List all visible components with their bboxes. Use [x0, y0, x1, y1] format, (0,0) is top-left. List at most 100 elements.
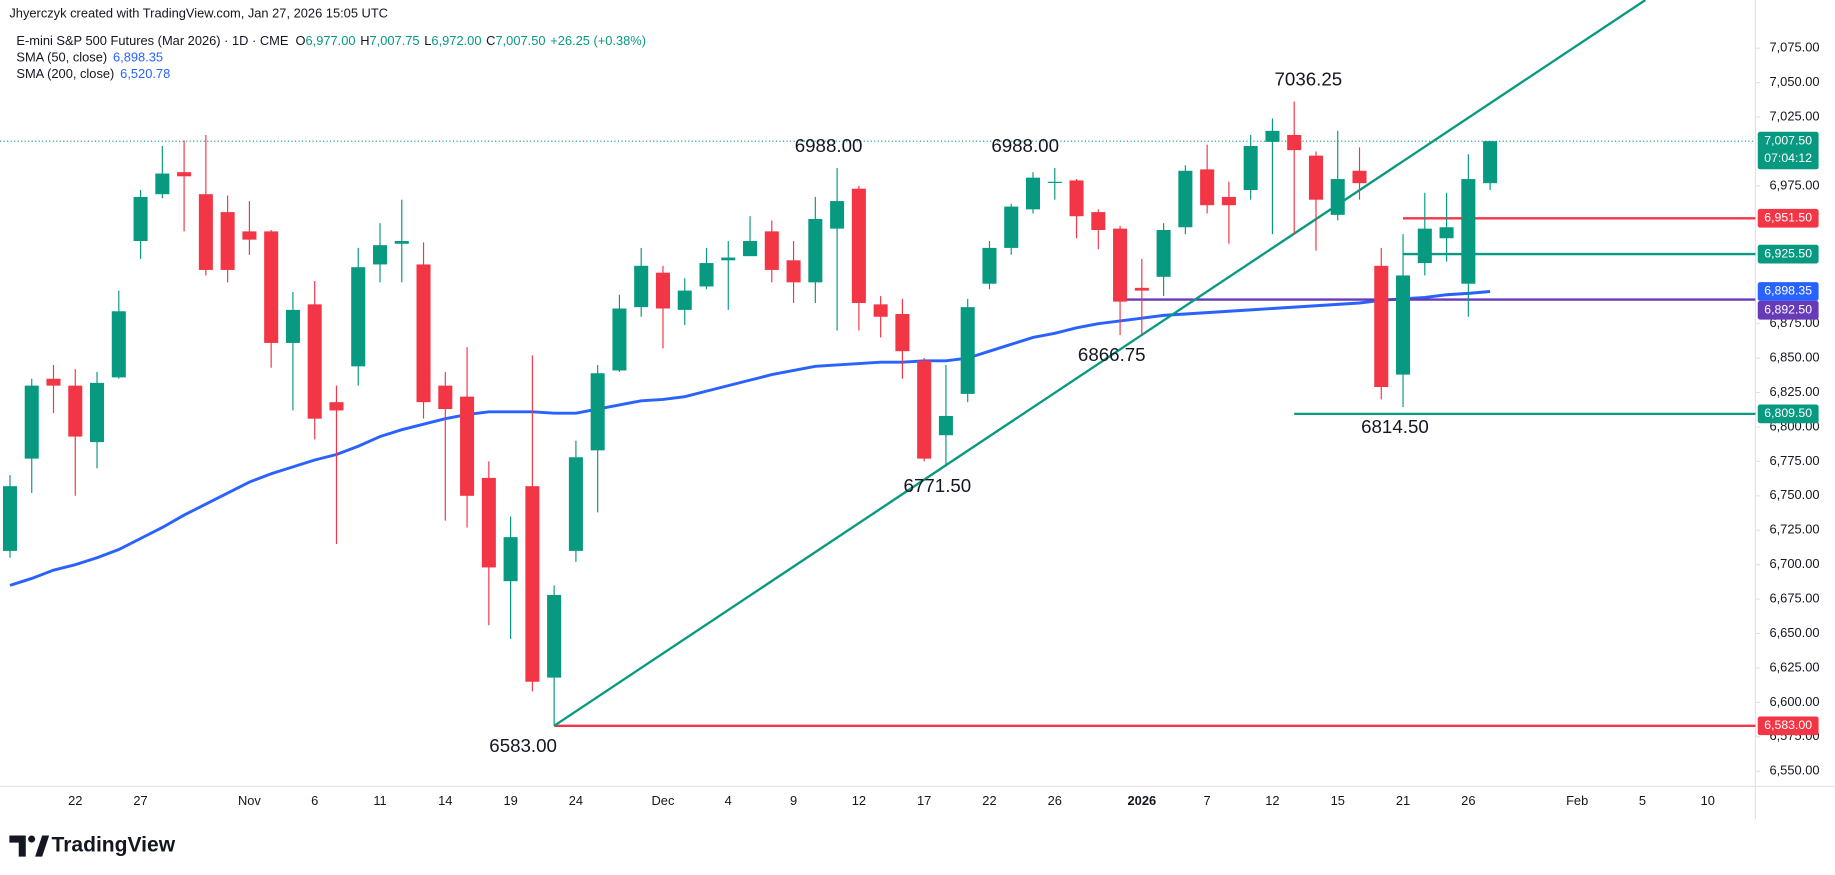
- annotation: 6866.75: [1078, 344, 1146, 365]
- sma-legend: SMA (50, close) 6,898.35: [16, 50, 163, 65]
- y-tick-label: 6,675.00: [1769, 591, 1819, 606]
- ohlc-value: 6,972.00: [431, 34, 481, 49]
- candle-body: [1352, 170, 1367, 184]
- brand: TradingView: [52, 834, 176, 857]
- candle-body: [612, 308, 627, 371]
- candle-body: [1483, 141, 1498, 184]
- x-tick-label: 12: [1265, 793, 1279, 808]
- candle-body: [285, 309, 300, 343]
- candle-body: [960, 307, 975, 394]
- candle-body: [786, 260, 801, 283]
- candle-body: [1308, 155, 1323, 200]
- trendline: [553, 0, 1647, 727]
- price-label: 6,925.50: [1764, 246, 1812, 260]
- ohlc-key: O: [295, 34, 305, 49]
- symbol-name: E-mini S&P 500 Futures (Mar 2026) · 1D ·…: [16, 34, 288, 49]
- ohlc-value: 6,977.00: [305, 34, 355, 49]
- candle-body: [46, 378, 61, 386]
- candle-body: [873, 304, 888, 317]
- sma-legend: SMA (200, close) 6,520.78: [16, 66, 170, 81]
- change: +26.25 (+0.38%): [550, 34, 646, 49]
- annotation: 6771.50: [904, 475, 972, 496]
- price-label-box: [1757, 208, 1819, 228]
- price-label: 7,007.50: [1764, 133, 1812, 147]
- indicator-value: 6,898.35: [113, 50, 163, 65]
- candle-body: [1134, 287, 1149, 291]
- price-label-box: [1757, 716, 1819, 736]
- x-tick-label: 12: [852, 793, 866, 808]
- candle-body: [90, 382, 105, 443]
- candle-body: [634, 265, 649, 308]
- candle-body: [460, 396, 475, 496]
- price-label: 6,951.50: [1764, 211, 1812, 225]
- candle-body: [416, 264, 431, 403]
- candle-body: [525, 486, 540, 682]
- y-tick-label: 6,775.00: [1769, 453, 1819, 468]
- logo-mark: [35, 835, 50, 857]
- candle-body: [351, 267, 366, 367]
- annotation: 7036.25: [1275, 68, 1343, 89]
- y-tick-label: 6,825.00: [1769, 384, 1819, 399]
- symbol-legend: E-mini S&P 500 Futures (Mar 2026) · 1D ·…: [16, 34, 646, 49]
- y-tick-label: 6,750.00: [1769, 487, 1819, 502]
- candle-body: [1461, 179, 1476, 284]
- x-tick-label: 4: [725, 793, 732, 808]
- candle-body: [917, 360, 932, 459]
- candle-body: [111, 311, 126, 378]
- candle-body: [1069, 180, 1084, 217]
- price-label-box: [1757, 244, 1819, 264]
- candle-body: [394, 241, 409, 244]
- candle-body: [372, 245, 388, 265]
- ohlc-key: H: [360, 34, 369, 49]
- candle-body: [547, 594, 562, 678]
- candle-body: [1004, 206, 1019, 248]
- price-label: 6,809.50: [1764, 406, 1812, 420]
- candle-body: [721, 257, 736, 261]
- y-tick-label: 7,075.00: [1769, 40, 1819, 55]
- logo-mark: [9, 835, 26, 857]
- candle-body: [1330, 179, 1345, 215]
- candle-body: [1178, 170, 1193, 228]
- legend: Jhyerczyk created with TradingView.com, …: [9, 5, 646, 81]
- y-tick-label: 6,700.00: [1769, 556, 1819, 571]
- x-tick-label: 6: [311, 793, 318, 808]
- candle-body: [655, 272, 670, 309]
- price-label-box: [1757, 300, 1819, 320]
- axes: 7,075.007,050.007,025.006,975.006,875.00…: [68, 40, 1819, 808]
- y-tick-label: 6,725.00: [1769, 522, 1819, 537]
- candle-body: [938, 415, 953, 436]
- x-tick-label: 14: [438, 793, 452, 808]
- price-label: 6,892.50: [1764, 302, 1812, 316]
- x-tick-label: 9: [790, 793, 797, 808]
- candle-body: [677, 290, 692, 310]
- x-tick-label: Nov: [238, 793, 261, 808]
- y-tick-label: 6,600.00: [1769, 694, 1819, 709]
- x-tick-label: 11: [373, 793, 386, 808]
- candle-body: [1113, 228, 1128, 302]
- ohlc-key: L: [424, 34, 431, 49]
- x-tick-label: 22: [982, 793, 996, 808]
- candle-body: [155, 173, 170, 195]
- y-tick-label: 6,550.00: [1769, 763, 1819, 778]
- y-tick-label: 6,650.00: [1769, 625, 1819, 640]
- candle-body: [503, 537, 518, 582]
- credit: Jhyerczyk created with TradingView.com, …: [9, 5, 388, 20]
- candle-body: [895, 314, 910, 352]
- candle-body: [177, 172, 192, 177]
- price-label: 07:04:12: [1764, 151, 1812, 165]
- price-label-box: [1757, 404, 1819, 424]
- x-tick-label: 19: [503, 793, 517, 808]
- candle-body: [329, 402, 344, 411]
- price-label: 6,583.00: [1764, 718, 1812, 732]
- x-tick-label: 27: [133, 793, 147, 808]
- annotation: 6814.50: [1361, 416, 1429, 437]
- x-tick-label: 2026: [1128, 793, 1157, 808]
- candle-body: [1221, 196, 1236, 206]
- price-label-box: [1757, 282, 1819, 301]
- x-tick-label: 5: [1639, 793, 1646, 808]
- annotation: 6988.00: [795, 135, 863, 156]
- y-tick-label: 6,975.00: [1769, 177, 1819, 192]
- annotation: 6988.00: [991, 135, 1059, 156]
